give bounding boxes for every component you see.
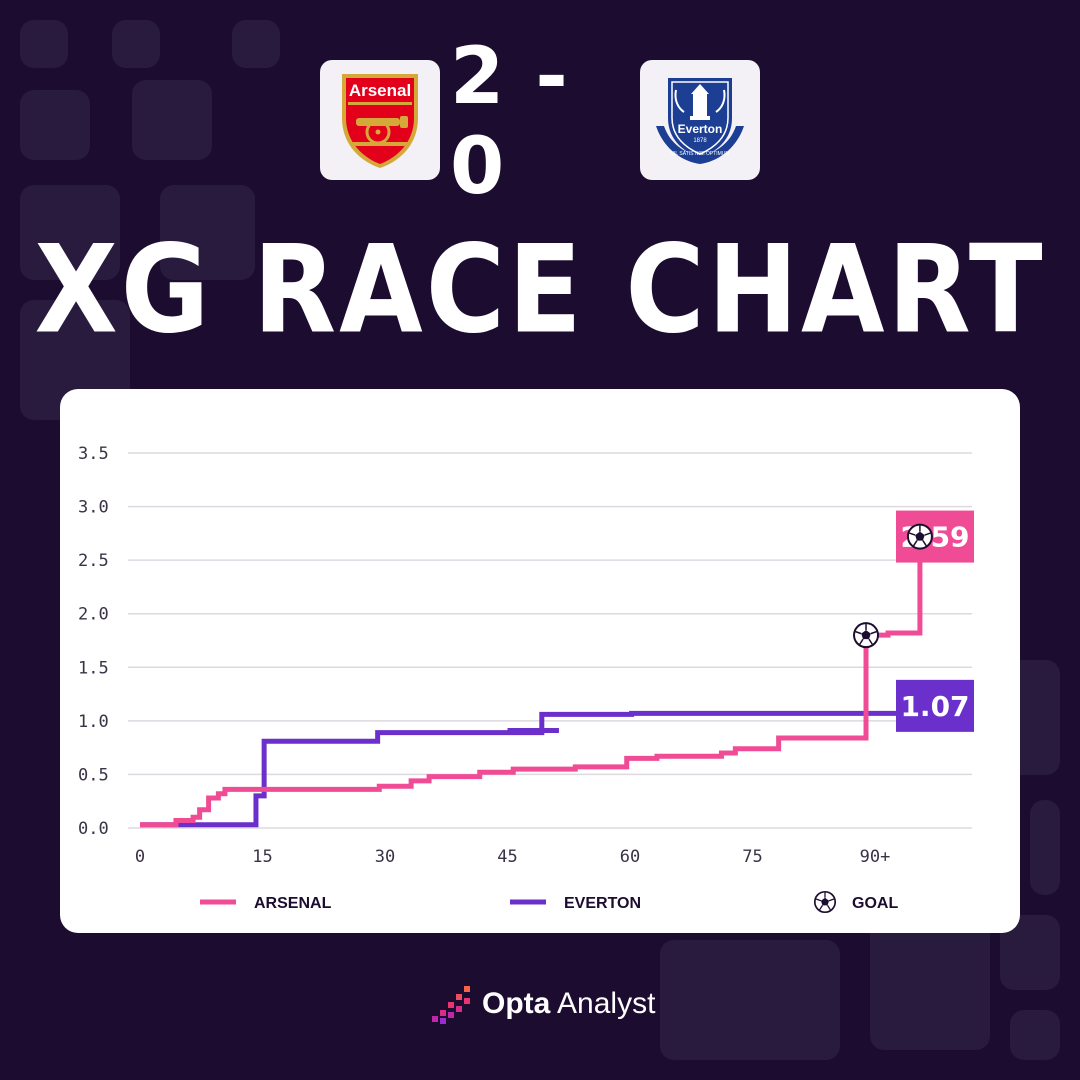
background-tile (870, 915, 990, 1050)
everton-xg-line (140, 703, 941, 828)
x-tick-label: 0 (135, 847, 145, 867)
everton-final-xg-value: 1.07 (900, 690, 969, 723)
background-tile (660, 940, 840, 1060)
legend-label: ARSENAL (254, 895, 332, 912)
crest-motto: NIL SATIS NISI OPTIMUM (670, 151, 729, 157)
background-tile (160, 185, 255, 280)
crest-year: 1878 (693, 138, 707, 144)
crest-wordmark: Arsenal (349, 81, 411, 100)
y-tick-label: 1.5 (78, 658, 109, 678)
background-tile (20, 20, 68, 68)
y-tick-label: 2.5 (78, 551, 109, 571)
x-tick-label: 90+ (860, 847, 891, 867)
arsenal-xg-line (140, 534, 941, 828)
arsenal-crest-icon: Arsenal (342, 74, 418, 168)
y-tick-label: 3.0 (78, 498, 109, 518)
y-tick-label: 3.5 (78, 444, 109, 464)
arsenal-crest-card: Arsenal (320, 60, 440, 180)
y-tick-label: 2.0 (78, 605, 109, 625)
background-tile (232, 20, 280, 68)
y-tick-label: 1.0 (78, 712, 109, 732)
brand-name: Opta Analyst (482, 987, 656, 1020)
goal-legend-icon (813, 890, 837, 914)
goal-ball-icon (906, 523, 933, 550)
xg-race-chart: 0.0 0.5 1.0 1.5 2.0 2.5 3.0 3.5 0 15 30 45 60 75 90+ 1… (78, 444, 974, 914)
everton-crest-card: Everton 1878 NIL SATIS NISI OPTIMUM (640, 60, 760, 180)
background-tile (20, 90, 90, 160)
background-tile (1010, 1010, 1060, 1060)
x-tick-label: 75 (742, 847, 762, 867)
background-tile (112, 20, 160, 68)
opta-analyst-logo: Opta Analyst (430, 982, 655, 1026)
page-title: XG RACE CHART (34, 220, 1046, 361)
x-tick-label: 15 (252, 847, 272, 867)
opta-bars-icon (432, 986, 470, 1024)
y-tick-label: 0.5 (78, 765, 109, 785)
background-tile (20, 185, 120, 280)
y-tick-label: 0.0 (78, 819, 109, 839)
x-tick-label: 60 (620, 847, 640, 867)
crest-wordmark: Everton (678, 122, 723, 136)
background-tile (1030, 800, 1060, 895)
match-score: 2 - 0 (450, 32, 570, 212)
everton-final-xg-badge (896, 679, 974, 732)
legend-label: EVERTON (564, 895, 641, 912)
chart-card: 0.0 0.5 1.0 1.5 2.0 2.5 3.0 3.5 0 15 30 45 60 75 90+ 1… (60, 389, 1020, 933)
x-tick-label: 45 (497, 847, 517, 867)
legend-label: GOAL (852, 895, 898, 912)
x-tick-label: 30 (375, 847, 395, 867)
everton-crest-icon: Everton 1878 NIL SATIS NISI OPTIMUM (656, 78, 744, 164)
goal-ball-icon (853, 622, 880, 649)
background-tile (132, 80, 212, 160)
